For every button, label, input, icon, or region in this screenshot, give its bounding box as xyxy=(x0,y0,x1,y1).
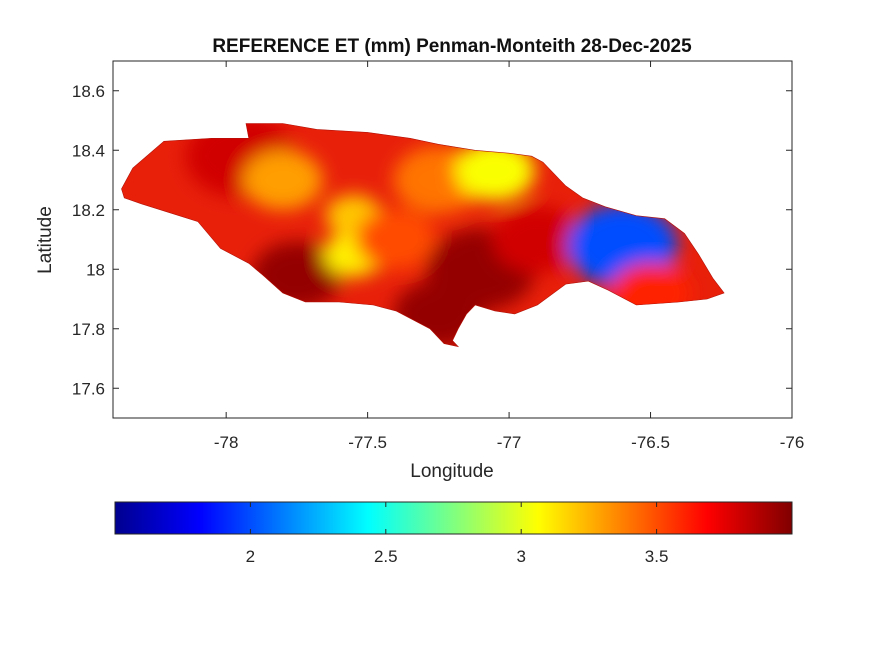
et-region xyxy=(355,209,436,270)
x-tick-label: -77.5 xyxy=(348,433,387,452)
x-axis: -78 -77.5 -77 -76.5 -76 xyxy=(214,61,804,452)
colorbar-tick-label: 3 xyxy=(516,547,525,566)
y-tick-label: 18.6 xyxy=(72,82,105,101)
colorbar-tick-label: 2 xyxy=(246,547,255,566)
colorbar-ticks: 2 2.5 3 3.5 xyxy=(246,502,669,566)
y-tick-label: 18.2 xyxy=(72,201,105,220)
colorbar-tick-label: 3.5 xyxy=(645,547,669,566)
et-region xyxy=(242,150,323,210)
x-axis-label: Longitude xyxy=(410,461,493,482)
y-tick-label: 18 xyxy=(86,260,105,279)
y-axis-label: Latitude xyxy=(35,206,56,274)
x-tick-label: -76 xyxy=(780,433,805,452)
x-tick-label: -77 xyxy=(497,433,522,452)
x-tick-label: -78 xyxy=(214,433,239,452)
y-tick-label: 17.6 xyxy=(72,379,105,398)
x-tick-label: -76.5 xyxy=(631,433,670,452)
y-tick-label: 18.4 xyxy=(72,141,105,160)
y-tick-label: 17.8 xyxy=(72,320,105,339)
et-region xyxy=(492,205,583,274)
colorbar-tick-label: 2.5 xyxy=(374,547,398,566)
colorbar xyxy=(114,501,793,535)
et-region xyxy=(454,141,535,202)
chart-title: REFERENCE ET (mm) Penman-Monteith 28-Dec… xyxy=(212,36,692,57)
y-axis: 17.6 17.8 18 18.2 18.4 18.6 xyxy=(72,82,792,398)
island-outline xyxy=(121,123,725,348)
